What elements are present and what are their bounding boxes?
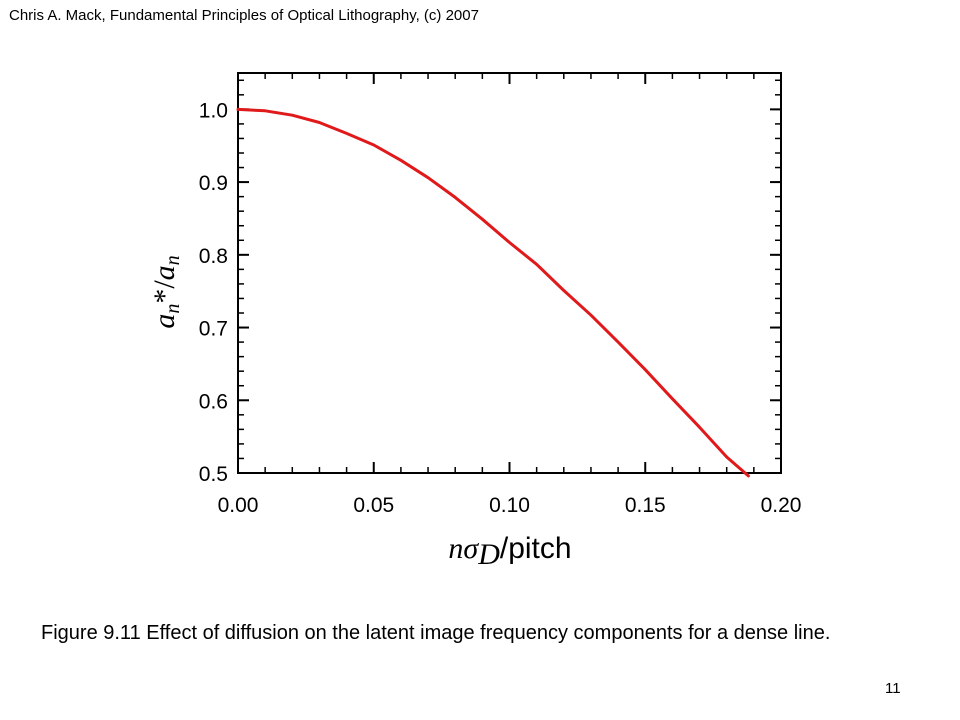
axis-titles: an*/an nσD/pitch [148, 255, 572, 571]
x-axis-title: nσD/pitch [448, 532, 571, 571]
axis-ticks [237, 73, 782, 474]
y-tick-label: 0.9 [199, 172, 228, 195]
y-tick-label: 0.7 [199, 318, 228, 341]
page-number: 11 [885, 680, 901, 697]
tick-labels: 0.00 0.05 0.10 0.15 0.20 0.5 0.6 0.7 0.8 0.9 1.0 [199, 99, 802, 517]
x-tick-label: 0.15 [625, 494, 666, 517]
y-tick-label: 0.5 [199, 463, 228, 486]
y-tick-label: 1.0 [199, 99, 228, 122]
header-citation: Chris A. Mack, Fundamental Principles of… [9, 7, 479, 24]
plot-frame [237, 72, 782, 474]
x-tick-label: 0.10 [489, 494, 530, 517]
x-tick-label: 0.05 [353, 494, 394, 517]
y-tick-label: 0.8 [199, 245, 228, 268]
series-layer [236, 107, 750, 478]
figure-caption: Figure 9.11 Effect of diffusion on the l… [41, 622, 831, 644]
x-tick-label: 0.00 [218, 494, 259, 517]
y-tick-label: 0.6 [199, 390, 228, 413]
series-line [236, 107, 750, 478]
plot-area [237, 72, 782, 474]
x-tick-label: 0.20 [761, 494, 802, 517]
y-axis-title: an*/an [148, 255, 184, 328]
